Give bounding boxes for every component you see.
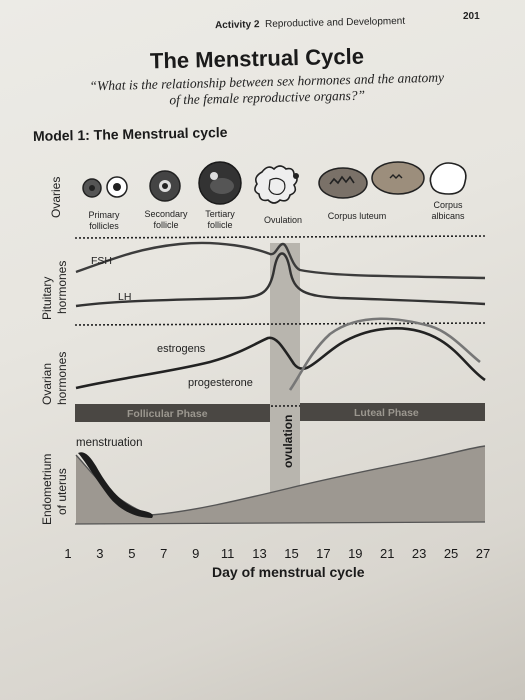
label-corpus-albicans-1: Corpus	[433, 200, 463, 210]
label-ovulation-stage: Ovulation	[264, 215, 302, 225]
secondary-follicle-icon	[149, 170, 181, 202]
label-tertiary-1: Tertiary	[205, 209, 235, 219]
primary-follicles-icon	[82, 176, 128, 198]
x-tick-label: 13	[252, 546, 267, 561]
corpus-albicans-icon	[429, 162, 467, 195]
label-secondary-1: Secondary	[144, 209, 188, 219]
ovulation-follicle-icon	[254, 165, 299, 204]
divider-ovaries	[74, 235, 486, 239]
luteal-phase-bar	[300, 403, 485, 421]
label-primary-2: follicles	[89, 221, 119, 231]
x-axis-baseline	[74, 521, 486, 525]
x-tick-label: 25	[443, 546, 459, 561]
follicular-phase-bar	[75, 404, 270, 422]
x-axis-title: Day of menstrual cycle	[212, 564, 365, 580]
x-tick-label: 1	[64, 546, 72, 561]
x-tick-label: 23	[411, 546, 427, 561]
estrogen-label: estrogens	[157, 343, 206, 355]
x-tick-label: 27	[475, 546, 491, 561]
fsh-curve	[75, 241, 486, 280]
fsh-label: FSH	[91, 255, 112, 267]
lh-label: LH	[118, 291, 131, 303]
row-label-pituitary-2: hormones	[55, 261, 69, 314]
row-label-ovarian-2: hormones	[55, 352, 69, 405]
tertiary-follicle-icon	[198, 161, 242, 205]
label-tertiary-2: follicle	[207, 220, 232, 230]
estrogen-curve	[75, 327, 486, 390]
label-corpus-albicans-2: albicans	[431, 211, 465, 221]
corpus-luteum-late-icon	[371, 161, 425, 195]
progesterone-label: progesterone	[188, 377, 253, 389]
ovulation-vertical-label: ovulation	[281, 415, 295, 468]
luteal-phase-label: Luteal Phase	[354, 407, 419, 419]
row-label-endometrium-1: Endometrium	[40, 454, 54, 525]
label-secondary-2: follicle	[153, 220, 178, 230]
progesterone-curve	[288, 317, 481, 391]
label-corpus-luteum: Corpus luteum	[328, 211, 387, 221]
corpus-luteum-icon	[318, 167, 368, 199]
x-tick-label: 7	[160, 546, 168, 561]
follicular-phase-label: Follicular Phase	[127, 408, 208, 420]
menstruation-label: menstruation	[76, 437, 142, 449]
x-tick-label: 21	[379, 546, 395, 561]
menstruation-shape	[78, 452, 153, 518]
page-number: 201	[463, 11, 480, 22]
x-tick-label: 19	[348, 546, 363, 561]
x-tick-label: 15	[284, 546, 299, 561]
row-label-endometrium-2: of uterus	[55, 468, 69, 515]
lh-curve	[75, 252, 486, 308]
endometrium-area	[76, 446, 485, 524]
x-tick-label: 9	[192, 546, 200, 561]
x-tick-label: 5	[128, 546, 136, 561]
row-label-ovaries: Ovaries	[49, 177, 63, 218]
row-label-ovarian-1: Ovarian	[40, 363, 54, 405]
row-label-pituitary-1: Pituitary	[40, 277, 54, 320]
x-tick-label: 17	[316, 546, 331, 561]
x-tick-label: 11	[220, 546, 235, 561]
x-tick-label: 3	[96, 546, 104, 561]
label-primary-1: Primary	[89, 210, 120, 220]
